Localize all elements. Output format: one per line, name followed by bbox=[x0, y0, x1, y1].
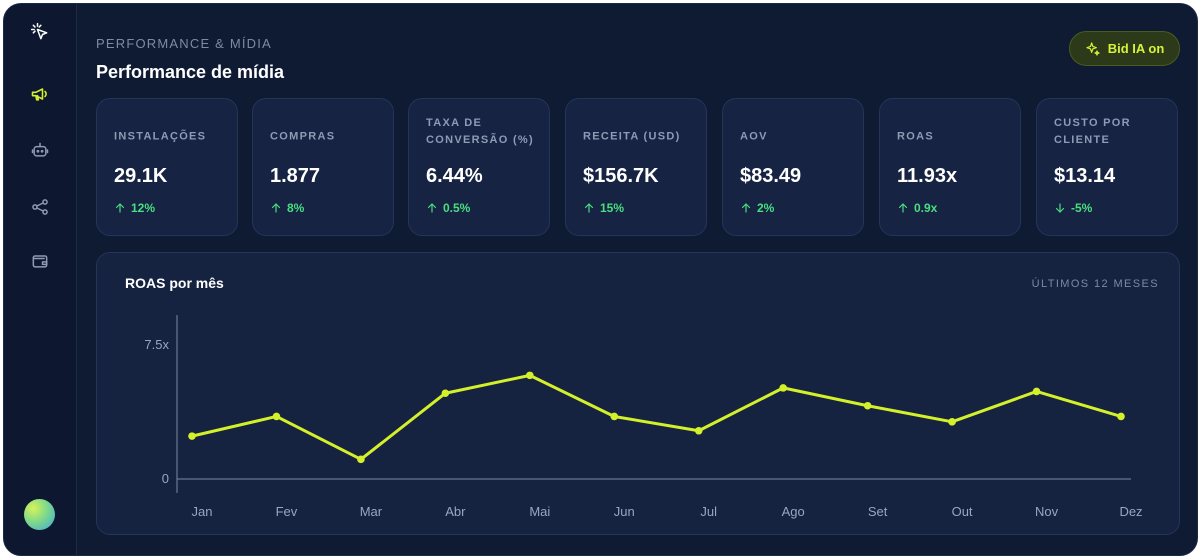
x-tick-label: Jul bbox=[700, 504, 717, 519]
kpi-delta-value: 12% bbox=[131, 201, 156, 215]
kpi-delta-value: 8% bbox=[287, 201, 305, 215]
kpi-card-instalacoes[interactable]: INSTALAÇÕES 29.1K 12% bbox=[96, 98, 238, 236]
x-tick-label: Jan bbox=[192, 504, 213, 519]
avatar[interactable] bbox=[24, 499, 55, 530]
kpi-label: TAXA DE CONVERSÃO (%) bbox=[426, 117, 534, 146]
kpi-card-taxa-conversao[interactable]: TAXA DE CONVERSÃO (%) 6.44% 0.5% bbox=[408, 98, 550, 236]
chart-range-label: ÚLTIMOS 12 MESES bbox=[1031, 278, 1159, 290]
roas-series-line bbox=[190, 373, 1123, 461]
wallet-icon[interactable] bbox=[28, 249, 52, 273]
y-tick-label: 0 bbox=[162, 471, 169, 486]
x-tick-label: Mar bbox=[360, 504, 383, 519]
roas-data-point bbox=[526, 371, 534, 380]
kpi-card-custo-cliente[interactable]: CUSTO POR CLIENTE $13.14 -5% bbox=[1036, 98, 1178, 236]
share-icon[interactable] bbox=[28, 195, 52, 219]
roas-line-chart: 0 7.5x Jan Fev Mar Abr Mai Jun Jul Ago Set Out Nov De… bbox=[144, 315, 1143, 519]
kpi-card-receita[interactable]: RECEITA (USD) $156.7K 15% bbox=[565, 98, 707, 236]
sparkles-icon bbox=[1086, 41, 1100, 56]
roas-data-point bbox=[1032, 387, 1041, 396]
kpi-value: 29.1K bbox=[114, 165, 168, 187]
kpi-delta: 0.9x bbox=[897, 201, 937, 215]
kpi-value: $13.14 bbox=[1054, 165, 1116, 187]
kpi-delta-value: 0.9x bbox=[914, 201, 938, 215]
roas-data-point bbox=[863, 401, 872, 410]
bid-ia-toggle-button[interactable]: Bid IA on bbox=[1069, 31, 1180, 66]
kpi-delta-value: 0.5% bbox=[443, 201, 471, 215]
kpi-delta: -5% bbox=[1054, 201, 1092, 215]
page-title: Performance de mídia bbox=[96, 62, 285, 82]
megaphone-icon[interactable] bbox=[28, 82, 52, 106]
cursor-click-icon[interactable] bbox=[28, 20, 52, 44]
bid-ia-label: Bid IA on bbox=[1107, 41, 1165, 56]
arrow-up-icon bbox=[584, 203, 594, 213]
x-tick-label: Mai bbox=[529, 504, 550, 519]
roas-data-point bbox=[441, 389, 450, 398]
x-tick-label: Out bbox=[952, 504, 973, 519]
sidebar bbox=[4, 4, 77, 555]
kpi-delta-value: 2% bbox=[757, 201, 775, 215]
x-tick-label: Jun bbox=[614, 504, 635, 519]
kpi-label: ROAS bbox=[897, 130, 934, 143]
kpi-value: $83.49 bbox=[740, 165, 802, 187]
kpi-delta: 12% bbox=[114, 201, 155, 215]
arrow-up-icon bbox=[898, 203, 908, 213]
x-tick-label: Nov bbox=[1035, 504, 1059, 519]
roas-data-point bbox=[188, 432, 196, 440]
roas-chart-card: ROAS por mês ÚLTIMOS 12 MESES 0 7.5x Jan Fe… bbox=[96, 252, 1180, 535]
kpi-value: 6.44% bbox=[426, 165, 483, 187]
kpi-label: COMPRAS bbox=[270, 130, 336, 143]
kpi-delta: 15% bbox=[583, 201, 624, 215]
section-eyebrow: PERFORMANCE & MÍDIA bbox=[96, 36, 272, 51]
app-window: PERFORMANCE & MÍDIA Performance de mídia… bbox=[3, 3, 1198, 556]
x-tick-label: Fev bbox=[276, 504, 298, 519]
chart-title: ROAS por mês bbox=[125, 275, 224, 291]
kpi-value: $156.7K bbox=[583, 165, 659, 187]
kpi-delta: 8% bbox=[270, 201, 304, 215]
x-tick-label: Ago bbox=[782, 504, 805, 519]
kpi-card-aov[interactable]: AOV $83.49 2% bbox=[722, 98, 864, 236]
arrow-up-icon bbox=[741, 203, 751, 213]
roas-data-point bbox=[694, 426, 703, 435]
kpi-card-roas[interactable]: ROAS 11.93x 0.9x bbox=[879, 98, 1021, 236]
kpi-label: AOV bbox=[740, 130, 768, 143]
x-tick-label: Abr bbox=[445, 504, 466, 519]
arrow-up-icon bbox=[271, 203, 281, 213]
kpi-label: RECEITA (USD) bbox=[583, 130, 681, 143]
roas-data-point bbox=[1117, 412, 1125, 421]
arrow-down-icon bbox=[1055, 203, 1065, 213]
kpi-value: 1.877 bbox=[270, 165, 321, 187]
main-content: PERFORMANCE & MÍDIA Performance de mídia… bbox=[96, 4, 1197, 555]
kpi-label: INSTALAÇÕES bbox=[114, 130, 207, 143]
kpi-delta-value: 15% bbox=[600, 201, 625, 215]
kpi-value: 11.93x bbox=[897, 165, 958, 187]
x-tick-label: Set bbox=[868, 504, 888, 519]
roas-data-point bbox=[948, 418, 956, 426]
arrow-up-icon bbox=[427, 203, 437, 213]
kpi-row: INSTALAÇÕES 29.1K 12% COMPRAS 1.877 8% T… bbox=[96, 98, 1181, 236]
kpi-delta: 2% bbox=[740, 201, 774, 215]
roas-data-point bbox=[357, 455, 365, 464]
kpi-delta-value: -5% bbox=[1071, 201, 1093, 215]
x-tick-label: Dez bbox=[1119, 504, 1142, 519]
bot-icon[interactable] bbox=[28, 138, 52, 162]
kpi-card-compras[interactable]: COMPRAS 1.877 8% bbox=[252, 98, 394, 236]
kpi-delta: 0.5% bbox=[426, 201, 470, 215]
roas-data-point bbox=[272, 412, 281, 421]
roas-data-point bbox=[610, 412, 619, 421]
kpi-label: CUSTO POR CLIENTE bbox=[1054, 117, 1131, 146]
y-tick-label: 7.5x bbox=[144, 337, 169, 352]
roas-data-point bbox=[779, 384, 787, 392]
arrow-up-icon bbox=[115, 203, 125, 213]
